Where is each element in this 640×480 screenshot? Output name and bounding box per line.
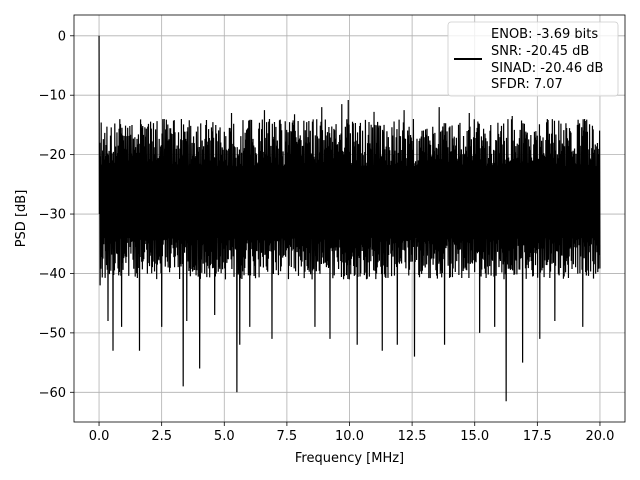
- psd-series-line: [98, 35, 601, 402]
- y-tick-label: −30: [39, 208, 66, 223]
- psd-trace: [98, 35, 601, 402]
- x-tick-label: 20.0: [585, 429, 614, 444]
- x-tick-label: 7.5: [277, 429, 298, 444]
- y-tick-label: −50: [39, 326, 66, 341]
- x-tick-label: 17.5: [523, 429, 552, 444]
- x-tick-label: 10.0: [335, 429, 364, 444]
- x-tick-label: 5.0: [214, 429, 235, 444]
- legend-entry-enob: ENOB: -3.69 bits: [491, 27, 598, 42]
- legend-entry-sinad: SINAD: -20.46 dB: [491, 61, 603, 76]
- legend-entry-snr: SNR: -20.45 dB: [491, 44, 589, 59]
- y-tick-label: −10: [39, 89, 66, 104]
- y-tick-label: −40: [39, 267, 66, 282]
- legend-box: [447, 21, 619, 97]
- y-tick-label: −60: [39, 386, 66, 401]
- x-tick-label: 0.0: [89, 429, 110, 444]
- x-axis-label: Frequency [MHz]: [295, 451, 404, 466]
- y-axis: 0 −10 −20 −30 −40 −50 −60: [39, 29, 74, 401]
- legend: ENOB: -3.69 bits SNR: -20.45 dB SINAD: -…: [447, 21, 619, 97]
- x-tick-label: 15.0: [460, 429, 489, 444]
- x-tick-label: 12.5: [398, 429, 427, 444]
- x-tick-label: 2.5: [151, 429, 172, 444]
- x-axis: 0.0 2.5 5.0 7.5 10.0 12.5 15.0 17.5 20.0: [89, 422, 614, 444]
- legend-entry-sfdr: SFDR: 7.07: [491, 77, 563, 92]
- y-tick-label: 0: [58, 29, 66, 44]
- y-tick-label: −20: [39, 148, 66, 163]
- y-axis-label: PSD [dB]: [14, 190, 29, 248]
